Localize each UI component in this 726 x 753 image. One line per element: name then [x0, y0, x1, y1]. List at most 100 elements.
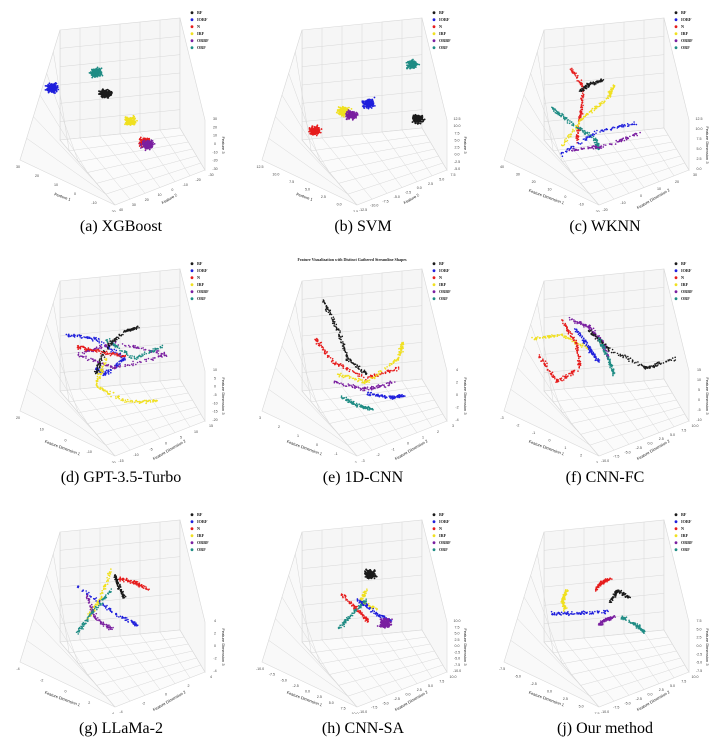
data-point	[622, 125, 625, 128]
legend-label: ORBF	[439, 38, 451, 43]
data-point	[582, 104, 584, 107]
data-point	[47, 83, 50, 86]
data-point	[571, 72, 574, 74]
data-point	[86, 350, 89, 352]
data-point	[372, 388, 374, 390]
data-point	[156, 351, 158, 354]
data-point	[581, 342, 584, 345]
x-tick-label: 20	[532, 180, 536, 184]
data-point	[320, 128, 323, 130]
legend-label: BF	[681, 10, 687, 15]
y-tick-label: -7.5	[613, 455, 619, 459]
data-point	[125, 353, 128, 356]
data-point	[99, 358, 101, 360]
legend-label: IRF	[197, 31, 205, 36]
legend-marker	[432, 276, 436, 280]
data-point	[130, 357, 133, 359]
data-point	[316, 340, 318, 343]
data-point	[533, 338, 536, 341]
z-tick-label: 5.0	[697, 147, 702, 151]
data-point	[572, 373, 574, 376]
data-point	[595, 139, 597, 141]
data-point	[338, 365, 340, 367]
data-point	[353, 403, 356, 405]
data-point	[344, 374, 346, 377]
data-point	[152, 357, 154, 359]
data-point	[317, 342, 320, 345]
data-point	[341, 111, 344, 114]
data-point	[568, 316, 571, 319]
data-point	[570, 146, 573, 149]
subplot-caption: (d) GPT-3.5-Turbo	[60, 469, 182, 486]
data-point	[98, 340, 100, 342]
data-point	[344, 350, 347, 353]
data-point	[570, 374, 572, 377]
data-point	[354, 372, 357, 374]
data-point	[599, 336, 602, 339]
x-tick-label: -2	[353, 461, 356, 463]
data-point	[359, 389, 362, 391]
data-point	[580, 111, 582, 114]
data-point	[110, 92, 113, 95]
x-tick-label: -1	[334, 452, 337, 456]
data-point	[132, 123, 135, 126]
data-point	[118, 363, 120, 365]
y-tick-label: 5.0	[439, 177, 444, 181]
data-point	[132, 363, 135, 365]
data-point	[155, 400, 157, 403]
data-point	[353, 371, 356, 374]
data-point	[413, 115, 415, 118]
data-point	[139, 137, 141, 140]
data-point	[569, 135, 571, 138]
data-point	[584, 131, 586, 134]
data-point	[96, 377, 99, 380]
data-point	[95, 71, 98, 74]
data-point	[594, 108, 597, 110]
data-point	[341, 335, 344, 338]
data-point	[603, 128, 606, 131]
data-point	[338, 375, 341, 378]
data-point	[159, 345, 162, 348]
data-point	[612, 88, 615, 90]
data-point	[309, 128, 311, 131]
x-tick-label: -10	[579, 203, 584, 207]
x-tick-label: 20	[35, 174, 39, 178]
data-point	[313, 133, 316, 135]
data-point	[105, 89, 108, 91]
data-point	[585, 347, 588, 349]
data-point	[318, 344, 321, 347]
data-point	[580, 97, 582, 100]
data-point	[554, 377, 556, 380]
data-point	[124, 344, 126, 347]
data-point	[609, 128, 612, 131]
data-point	[129, 346, 131, 348]
series-iorf	[44, 81, 60, 94]
data-point	[106, 341, 109, 344]
x-tick-label: 0	[65, 439, 67, 443]
data-point	[630, 123, 632, 126]
data-point	[388, 395, 391, 397]
z-tick-label: 30	[213, 117, 217, 121]
data-point	[377, 386, 380, 389]
data-point	[577, 363, 579, 366]
data-point	[124, 399, 127, 402]
data-point	[325, 306, 328, 308]
y-tick-label: -7.5	[382, 199, 388, 203]
data-point	[585, 86, 587, 88]
data-point	[79, 347, 82, 349]
data-point	[338, 363, 341, 366]
data-point	[129, 400, 132, 402]
data-point	[410, 64, 413, 67]
data-point	[341, 383, 344, 386]
data-point	[124, 365, 126, 368]
data-point	[101, 362, 103, 365]
data-point	[415, 114, 418, 117]
data-point	[124, 401, 126, 403]
data-point	[134, 345, 136, 347]
data-point	[92, 358, 94, 360]
series-orbf	[345, 109, 359, 121]
data-point	[85, 336, 88, 338]
data-point	[410, 66, 413, 69]
z-tick-label: 5	[698, 388, 700, 392]
